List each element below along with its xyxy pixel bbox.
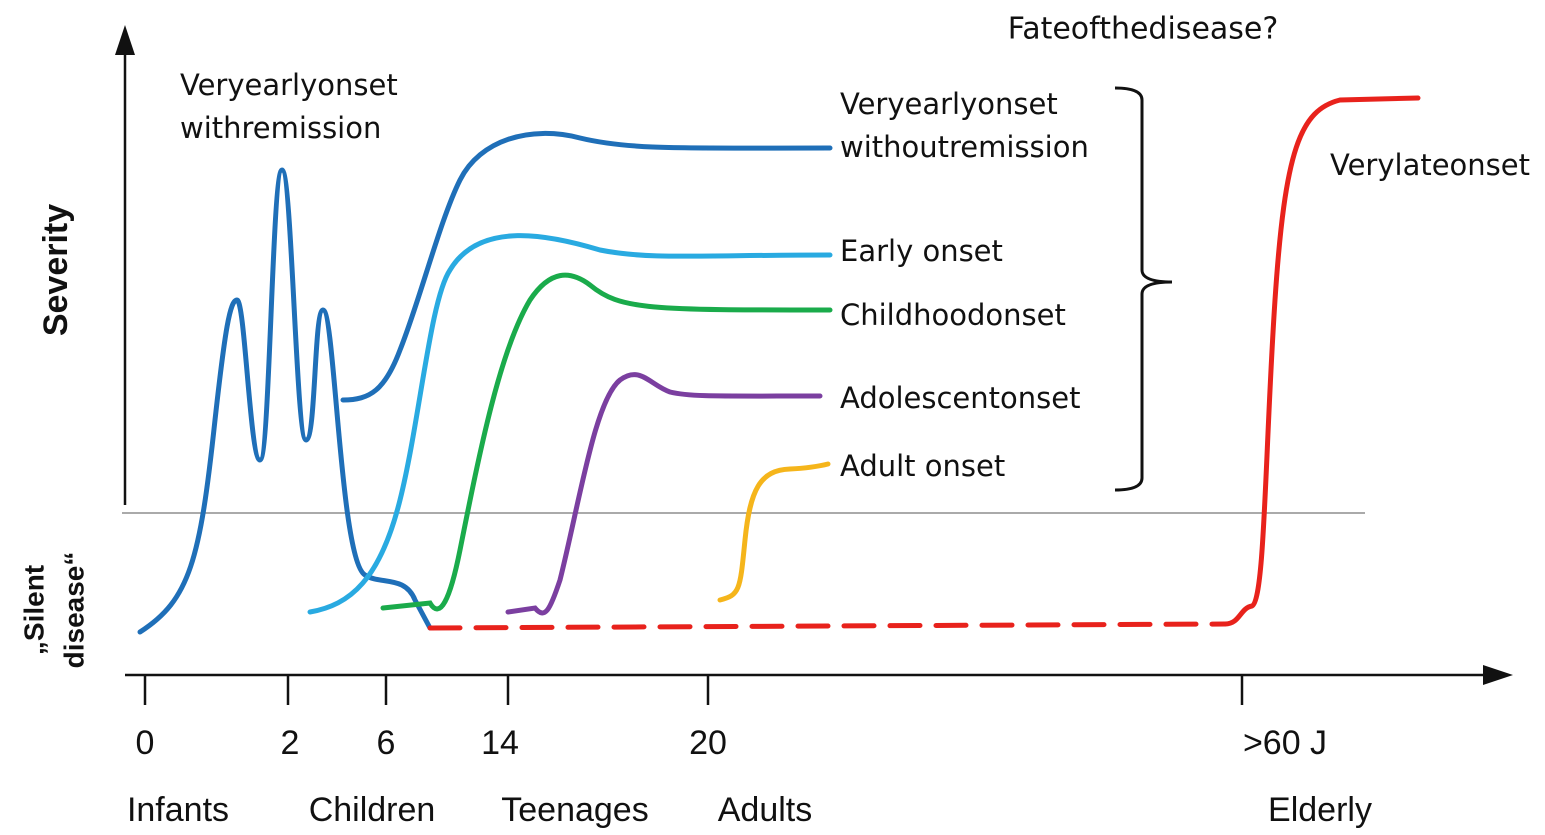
curve-label: Adolescentonset xyxy=(840,381,1080,415)
curve-label: withoutremission xyxy=(840,130,1089,164)
curve-late xyxy=(1222,95,1421,627)
x-tick-label: 20 xyxy=(689,724,727,762)
curve-remission xyxy=(137,167,433,635)
x-tick-label: 0 xyxy=(136,724,155,762)
curve-early xyxy=(307,233,833,615)
x-tick-label: >60 J xyxy=(1243,724,1327,762)
curve-label: Veryearlyonset xyxy=(840,87,1058,121)
x-tick-label: 2 xyxy=(281,724,300,762)
silent-label: disease“ xyxy=(58,552,89,669)
age-group: Infants xyxy=(127,791,229,829)
curve-label: Early onset xyxy=(840,234,1003,268)
curve-no-remission xyxy=(340,130,833,403)
y-axis-label: Severity xyxy=(37,204,75,336)
x-tick-label: 14 xyxy=(481,724,519,762)
curve-label: Verylateonset xyxy=(1330,148,1530,182)
silent-label: „Silent xyxy=(18,565,49,655)
curve-label: Adult onset xyxy=(840,449,1005,483)
age-group: Children xyxy=(309,791,436,829)
curve-childhood xyxy=(380,272,833,612)
curve-adult xyxy=(717,461,831,603)
tick-marks xyxy=(143,675,1244,705)
age-group: Teenages xyxy=(501,791,648,829)
curve-label: Veryearlyonset xyxy=(180,68,398,102)
age-group: Elderly xyxy=(1268,791,1372,829)
title: Fateofthedisease? xyxy=(1008,12,1279,47)
curve-label: Childhoodonset xyxy=(840,298,1066,332)
x-tick-label: 6 xyxy=(377,724,396,762)
bracket xyxy=(1114,86,1173,492)
curve-silent xyxy=(427,621,1228,631)
curve-label: withremission xyxy=(180,111,381,145)
age-group: Adults xyxy=(718,791,813,829)
curve-adolescent xyxy=(505,372,823,616)
